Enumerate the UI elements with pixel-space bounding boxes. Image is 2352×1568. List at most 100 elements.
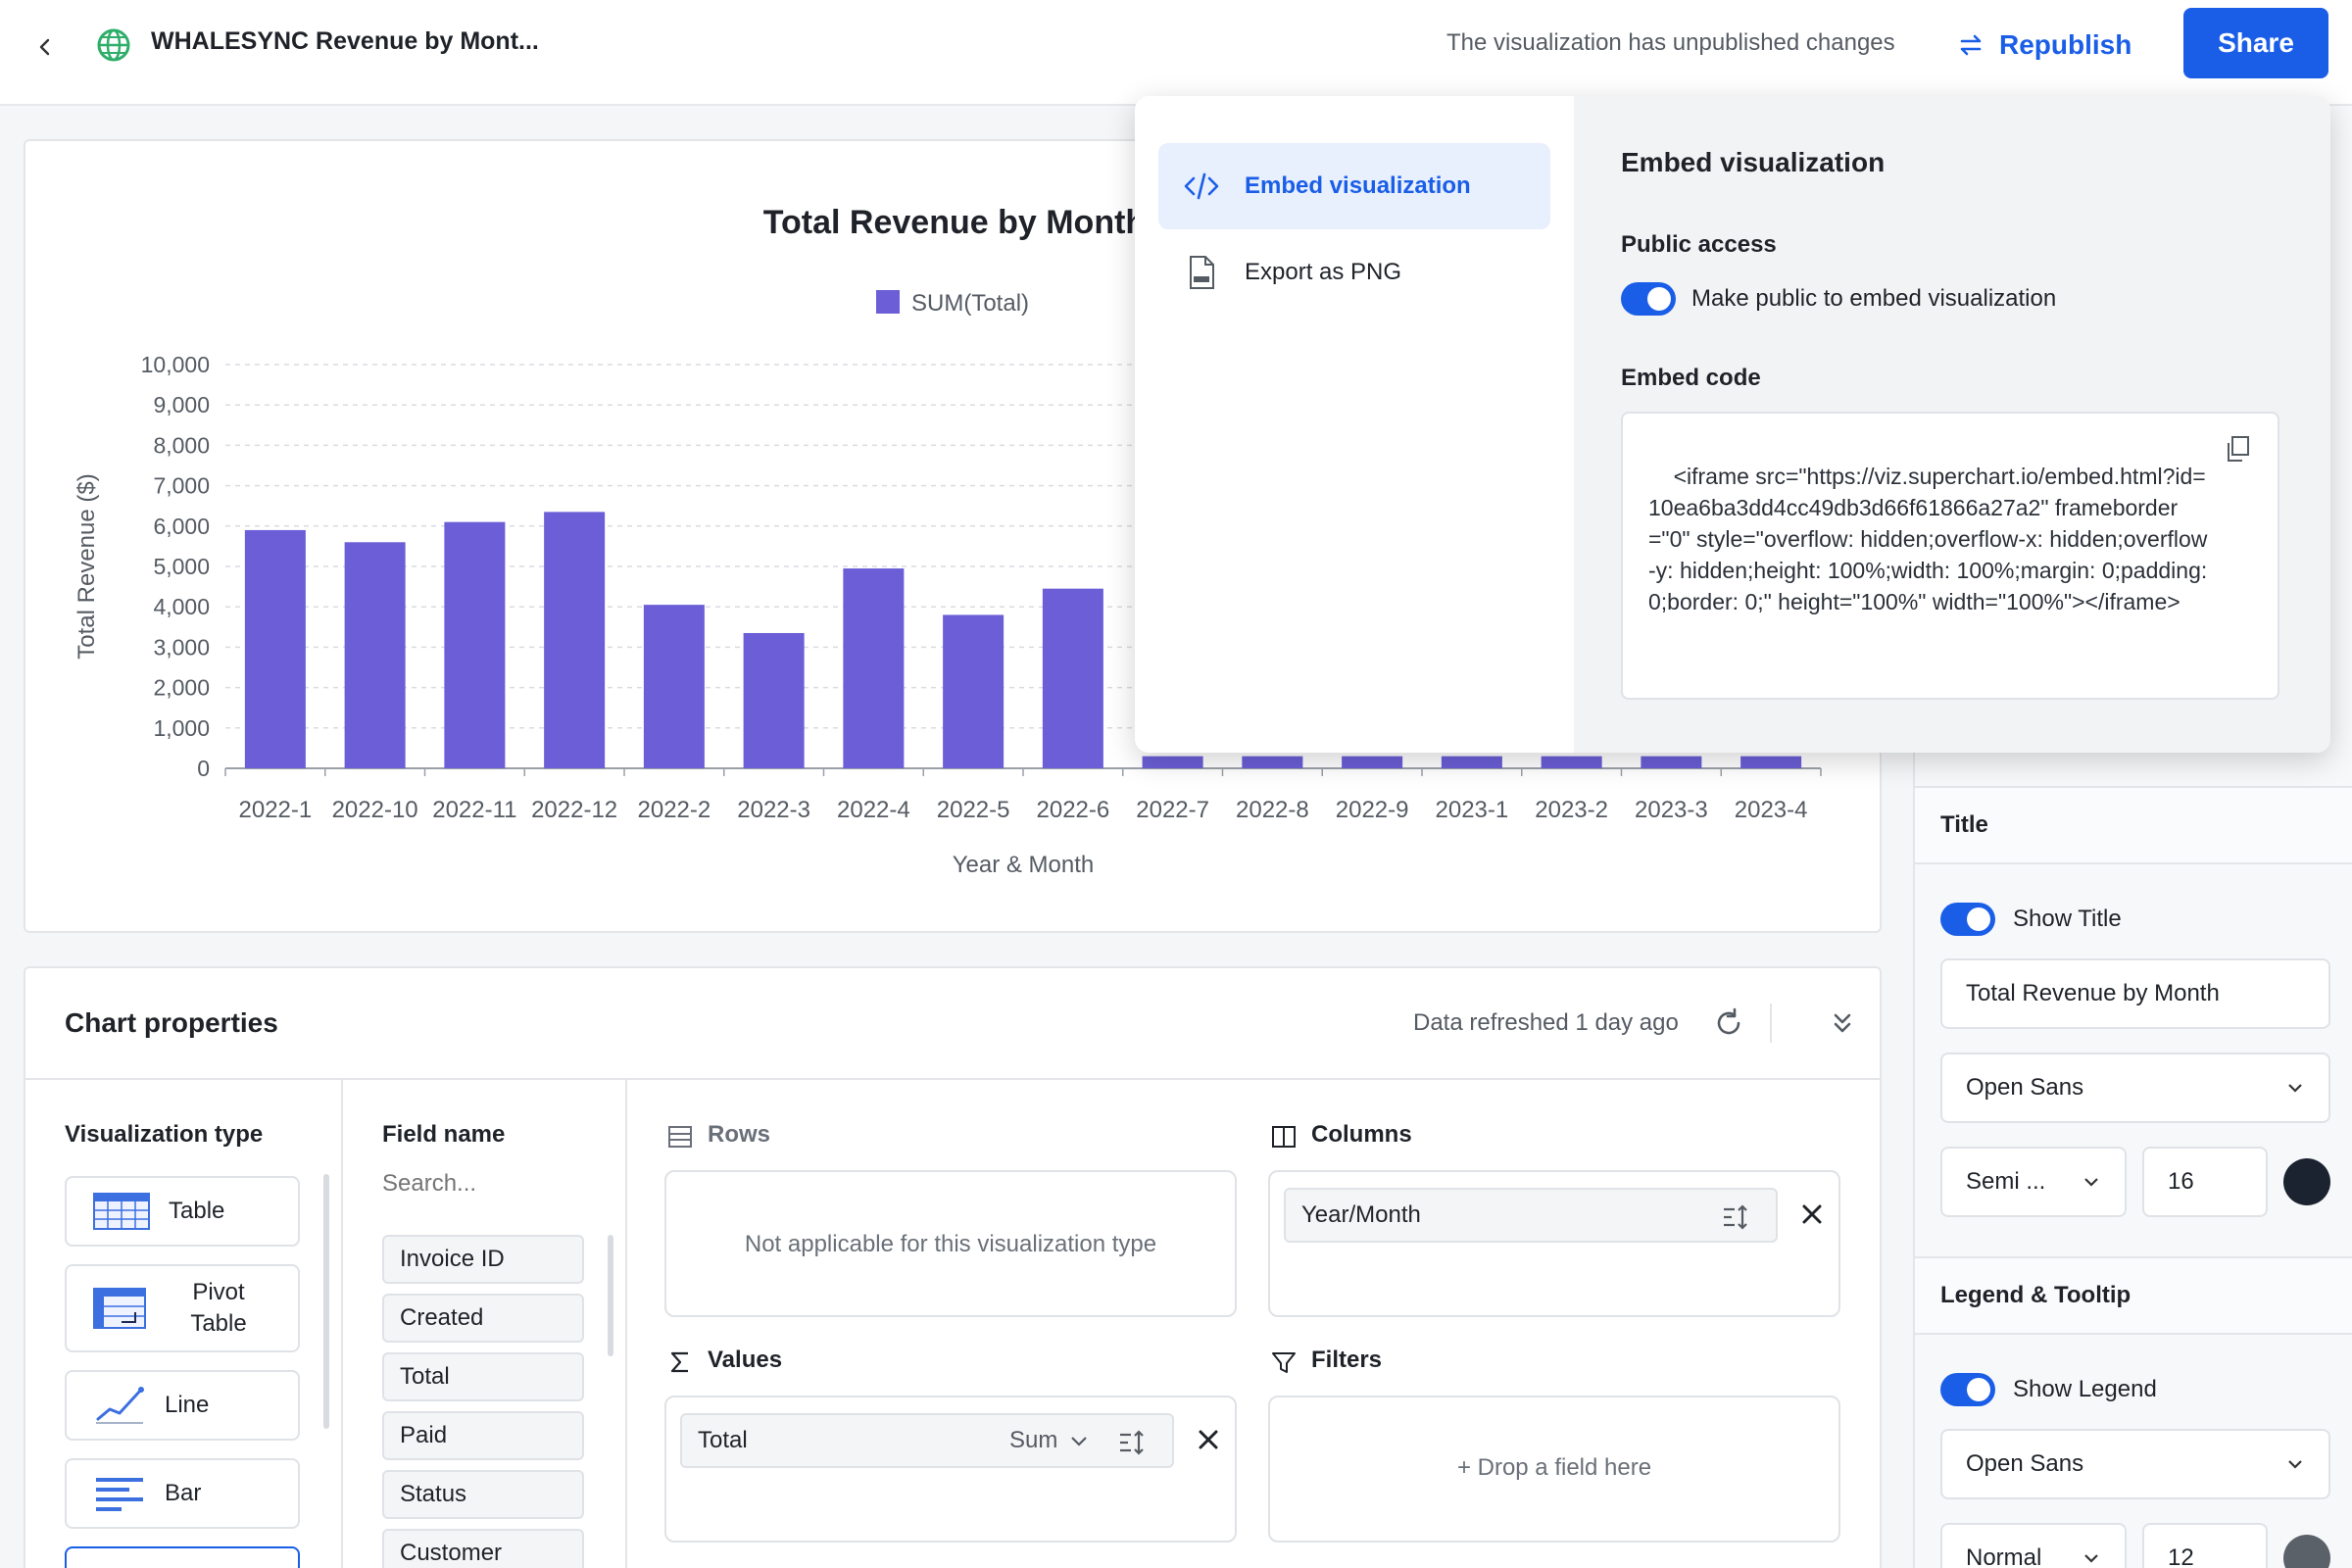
visualization-type-label: Visualization type <box>65 1121 264 1148</box>
bar <box>244 529 306 768</box>
x-tick-label: 2023-2 <box>1535 797 1608 823</box>
values-dropzone[interactable]: Total Sum <box>664 1396 1237 1543</box>
chart-properties-panel: Chart properties Data refreshed 1 day ag… <box>24 966 1882 1568</box>
field-item[interactable]: Status <box>382 1470 584 1519</box>
legend-section-label: Legend & Tooltip <box>1940 1282 2132 1308</box>
field-search-input[interactable] <box>382 1164 588 1203</box>
bar <box>1042 588 1103 768</box>
viz-type-column[interactable] <box>65 1546 300 1568</box>
sigma-icon <box>670 1351 688 1373</box>
y-tick-label: 10,000 <box>141 352 210 377</box>
sort-icon[interactable] <box>1117 1429 1147 1456</box>
sort-icon[interactable] <box>1721 1203 1750 1231</box>
x-tick-label: 2022-2 <box>638 797 711 823</box>
show-legend-toggle[interactable] <box>1940 1373 1995 1406</box>
table-icon <box>93 1193 150 1230</box>
x-tick-label: 2022-4 <box>837 797 910 823</box>
bar <box>344 542 406 768</box>
columns-label: Columns <box>1311 1121 1412 1148</box>
make-public-toggle[interactable] <box>1621 282 1676 316</box>
x-tick-label: 2022-3 <box>737 797 810 823</box>
x-tick-label: 2022-1 <box>239 797 313 823</box>
field-item[interactable]: Customer <box>382 1529 584 1568</box>
chart-title: Total Revenue by Month <box>763 204 1146 241</box>
field-item[interactable]: Total <box>382 1352 584 1401</box>
column-divider <box>341 1080 343 1568</box>
aggregation-select[interactable]: Sum <box>1009 1427 1058 1453</box>
legend-weight-value: Normal <box>1966 1544 2042 1568</box>
line-chart-icon <box>96 1387 144 1424</box>
top-bar: WHALESYNC Revenue by Mont... The visuali… <box>0 0 2352 106</box>
title-color-swatch[interactable] <box>2283 1158 2330 1205</box>
viz-type-label: Line <box>165 1392 210 1418</box>
unpublished-status: The visualization has unpublished change… <box>1446 29 1895 56</box>
pivot-table-icon <box>93 1288 146 1329</box>
show-title-toggle[interactable] <box>1940 903 1995 936</box>
bar <box>544 512 606 768</box>
legend-section-header[interactable]: Legend & Tooltip <box>1915 1256 2352 1335</box>
republish-button[interactable]: Republish <box>1956 22 2132 69</box>
remove-value-icon[interactable] <box>1194 1425 1223 1454</box>
columns-dropzone[interactable]: Year/Month <box>1268 1170 1840 1317</box>
visualization-title: WHALESYNC Revenue by Mont... <box>151 27 539 55</box>
title-section-header[interactable]: Title <box>1915 786 2352 864</box>
legend-font-value: Open Sans <box>1966 1450 2084 1477</box>
title-font-select[interactable]: Open Sans <box>1940 1053 2330 1123</box>
chevron-down-icon[interactable] <box>1070 1435 1088 1448</box>
title-weight-select[interactable]: Semi ... <box>1940 1147 2127 1217</box>
legend-color-swatch[interactable] <box>2283 1535 2330 1568</box>
x-tick-label: 2022-11 <box>432 797 516 823</box>
title-size-input[interactable]: 16 <box>2142 1147 2268 1217</box>
viz-type-line[interactable]: Line <box>65 1370 300 1441</box>
field-item[interactable]: Paid <box>382 1411 584 1460</box>
legend-font-select[interactable]: Open Sans <box>1940 1429 2330 1499</box>
copy-icon[interactable] <box>2223 433 2254 465</box>
viz-type-pivot-table[interactable]: Pivot Table <box>65 1264 300 1352</box>
legend-size-input[interactable]: 12 <box>2142 1523 2268 1568</box>
x-tick-label: 2023-1 <box>1436 797 1509 823</box>
field-list-scrollbar[interactable] <box>608 1235 613 1356</box>
filters-dropzone[interactable]: + Drop a field here <box>1268 1396 1840 1543</box>
rows-empty-text: Not applicable for this visualization ty… <box>744 1231 1157 1257</box>
x-tick-label: 2022-7 <box>1136 797 1209 823</box>
menu-item-label: Embed visualization <box>1245 172 1471 199</box>
field-item[interactable]: Invoice ID <box>382 1235 584 1284</box>
filters-label: Filters <box>1311 1347 1383 1373</box>
bar <box>943 614 1004 768</box>
republish-label: Republish <box>1999 29 2132 60</box>
y-tick-label: 7,000 <box>153 473 210 499</box>
viz-type-bar[interactable]: Bar <box>65 1458 300 1529</box>
bar <box>1641 756 1702 768</box>
x-tick-label: 2023-3 <box>1635 797 1708 823</box>
rows-dropzone[interactable]: Not applicable for this visualization ty… <box>664 1170 1237 1317</box>
remove-column-icon[interactable] <box>1797 1200 1827 1229</box>
sync-icon <box>1960 34 1982 56</box>
refresh-icon[interactable] <box>1711 1005 1746 1041</box>
x-tick-label: 2022-8 <box>1236 797 1309 823</box>
value-field-name: Total <box>698 1427 748 1453</box>
png-file-icon <box>1190 256 1214 289</box>
menu-export-png[interactable]: Export as PNG <box>1158 229 1550 316</box>
viz-type-table[interactable]: Table <box>65 1176 300 1247</box>
y-tick-label: 5,000 <box>153 554 210 579</box>
x-tick-label: 2022-9 <box>1336 797 1409 823</box>
back-button[interactable] <box>27 29 63 65</box>
y-tick-label: 1,000 <box>153 715 210 741</box>
columns-icon <box>1272 1126 1296 1148</box>
embed-code-box[interactable]: <iframe src="https://viz.superchart.io/e… <box>1621 412 2279 700</box>
chevron-down-icon <box>2288 1084 2302 1093</box>
chevron-down-icon <box>2084 1554 2098 1563</box>
viz-type-scrollbar[interactable] <box>323 1174 329 1429</box>
legend-weight-select[interactable]: Normal <box>1940 1523 2127 1568</box>
column-field-pill[interactable]: Year/Month <box>1284 1188 1778 1243</box>
chevrons-down-icon[interactable] <box>1825 1005 1860 1041</box>
share-button[interactable]: Share <box>2183 8 2328 78</box>
embed-heading: Embed visualization <box>1621 147 1886 177</box>
field-item[interactable]: Created <box>382 1294 584 1343</box>
title-text-input[interactable]: Total Revenue by Month <box>1940 958 2330 1029</box>
value-field-pill[interactable]: Total Sum <box>680 1413 1174 1468</box>
menu-embed-visualization[interactable]: Embed visualization <box>1158 143 1550 229</box>
code-icon <box>1184 172 1219 200</box>
filters-empty-text: + Drop a field here <box>1456 1454 1652 1481</box>
make-public-label: Make public to embed visualization <box>1691 285 2057 312</box>
